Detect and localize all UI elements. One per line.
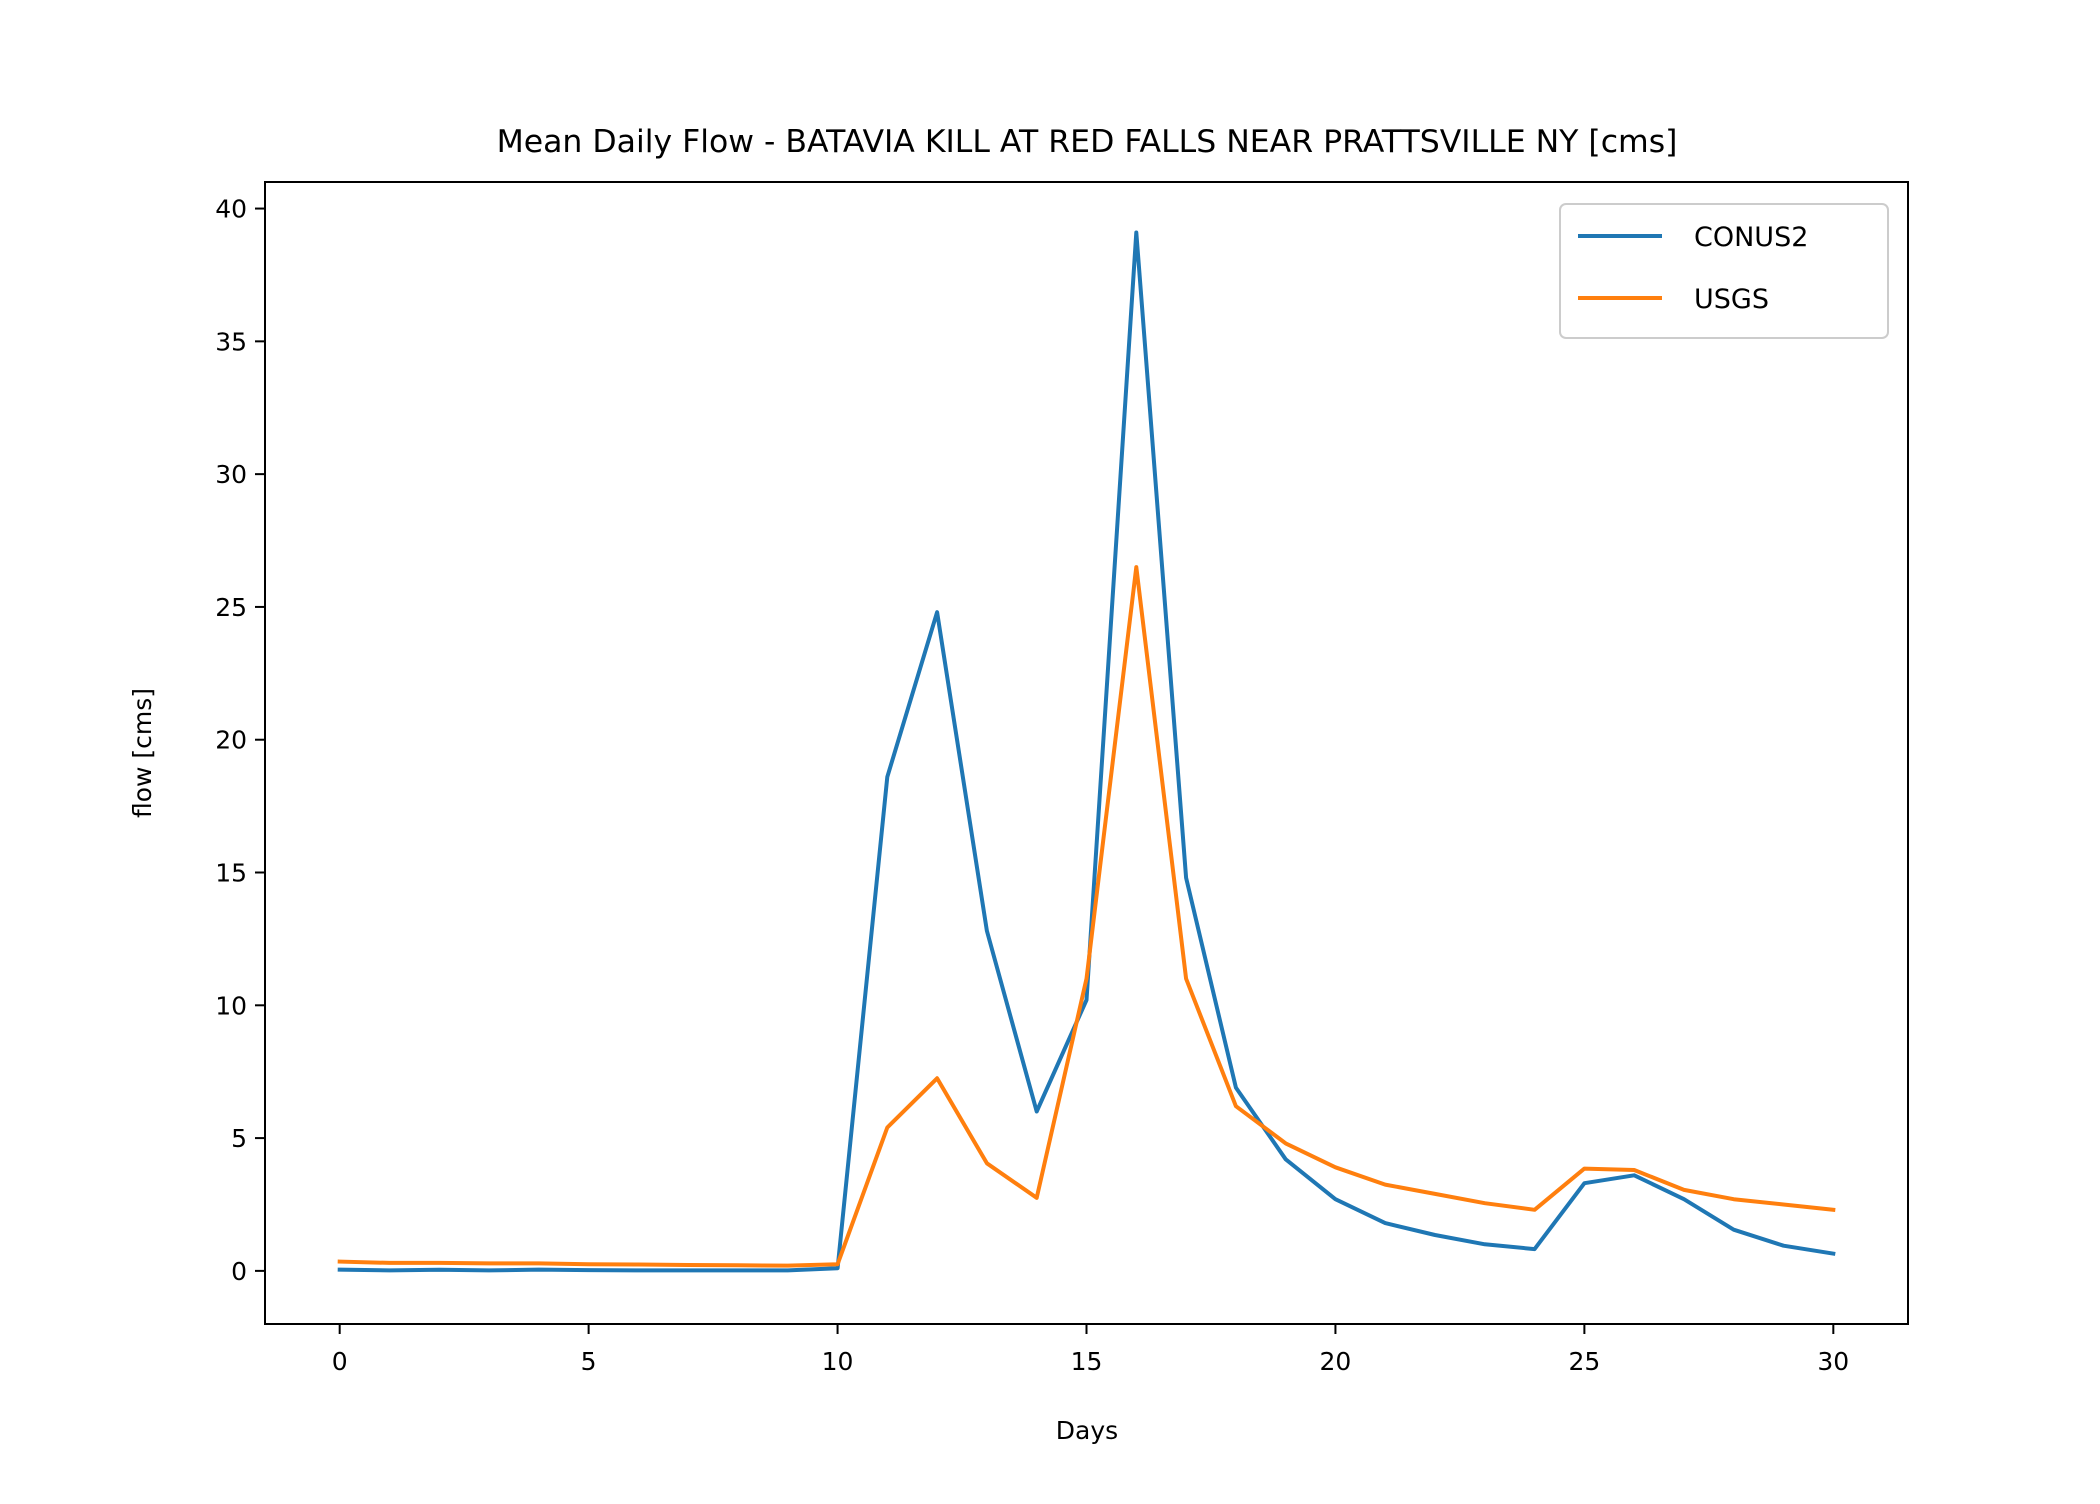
x-axis: 0 5 10 15 20 25 30 xyxy=(332,1324,1849,1376)
chart-title: Mean Daily Flow - BATAVIA KILL AT RED FA… xyxy=(497,124,1678,160)
legend-label: USGS xyxy=(1694,284,1769,315)
legend-label: CONUS2 xyxy=(1694,222,1808,253)
y-tick-label: 0 xyxy=(231,1257,247,1286)
legend-entries: CONUS2 USGS xyxy=(1578,222,1808,315)
series-lines xyxy=(337,230,1836,1273)
x-tick-label: 10 xyxy=(822,1347,854,1376)
x-tick-label: 15 xyxy=(1071,1347,1103,1376)
plot-frame xyxy=(264,181,1909,1325)
y-tick-label: 30 xyxy=(215,460,247,489)
y-tick-label: 15 xyxy=(215,859,247,888)
series-line-usgs xyxy=(337,565,1836,1268)
x-tick-label: 20 xyxy=(1320,1347,1352,1376)
y-tick-label: 40 xyxy=(215,195,247,224)
x-tick-label: 30 xyxy=(1817,1347,1849,1376)
y-tick-label: 20 xyxy=(215,726,247,755)
y-tick-label: 5 xyxy=(231,1124,247,1153)
series-line-conus2 xyxy=(337,230,1836,1273)
x-tick-label: 0 xyxy=(332,1347,348,1376)
y-axis-label: flow [cms] xyxy=(128,688,157,818)
x-axis-label: Days xyxy=(1056,1416,1118,1445)
x-tick-label: 5 xyxy=(581,1347,597,1376)
y-axis: 0 5 10 15 20 25 30 35 40 xyxy=(215,195,265,1286)
y-tick-label: 35 xyxy=(215,327,247,356)
y-tick-label: 10 xyxy=(215,991,247,1020)
y-tick-label: 25 xyxy=(215,593,247,622)
legend: CONUS2 USGS xyxy=(1559,203,1889,339)
x-tick-label: 25 xyxy=(1568,1347,1600,1376)
